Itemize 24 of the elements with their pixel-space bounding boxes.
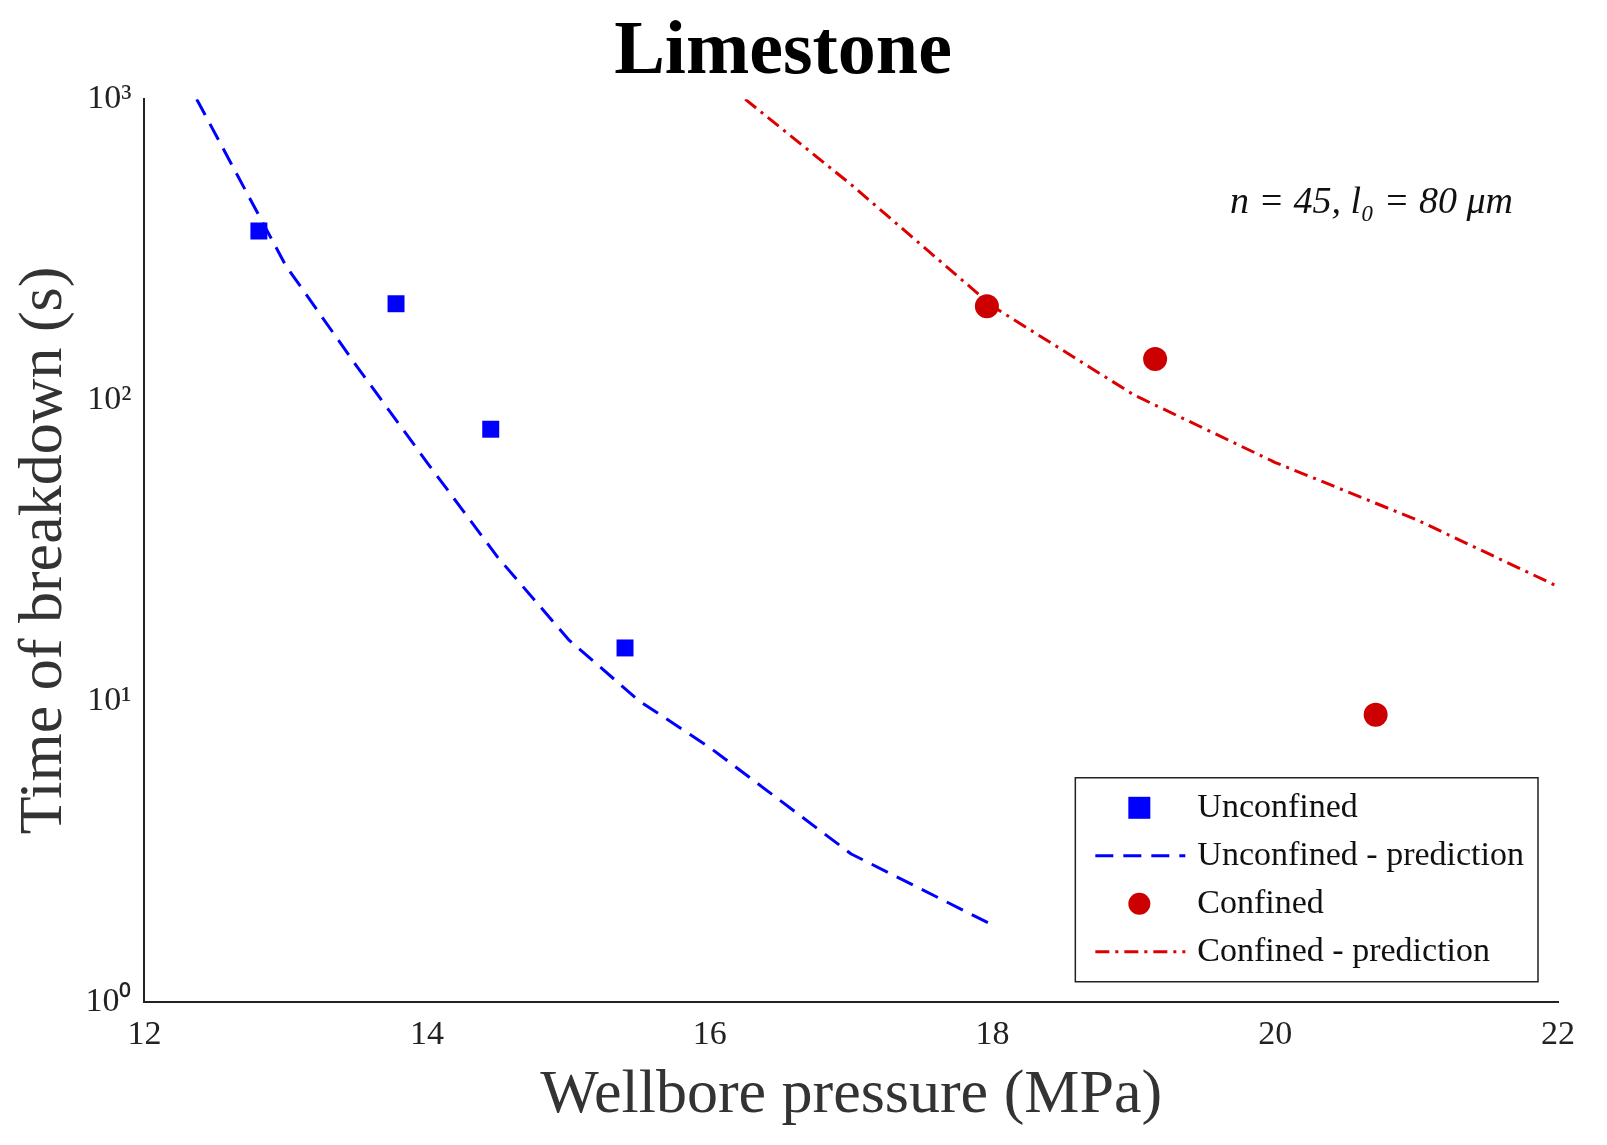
- x-axis-title: Wellbore pressure (MPa): [540, 1057, 1163, 1127]
- x-tick-label: 18: [975, 1014, 1010, 1052]
- y-tick-label: 10²: [87, 378, 132, 416]
- x-tick-label: 16: [692, 1014, 727, 1052]
- point: [1363, 702, 1388, 727]
- point: [1143, 346, 1168, 371]
- point: [387, 295, 405, 313]
- x-tick-label: 20: [1258, 1014, 1293, 1052]
- point: [250, 222, 268, 240]
- y-tick-label: 10¹: [87, 679, 132, 717]
- legend-label: Confined: [1197, 882, 1324, 920]
- line-series: [743, 99, 1558, 589]
- legend-label: Confined - prediction: [1197, 930, 1491, 968]
- y-tick-label: 10³: [87, 78, 132, 116]
- x-tick-label: 22: [1541, 1014, 1575, 1052]
- annotation: n = 45, l₀ = 80 μm: [1229, 179, 1513, 222]
- legend-label: Unconfined: [1197, 786, 1358, 824]
- point: [482, 420, 500, 438]
- point: [974, 294, 999, 319]
- legend-label: Unconfined - prediction: [1197, 834, 1524, 872]
- y-axis-title: Time of breakdown (s): [6, 266, 76, 835]
- point: [616, 639, 634, 657]
- chart-title: Limestone: [614, 5, 952, 90]
- x-tick-label: 14: [410, 1014, 445, 1052]
